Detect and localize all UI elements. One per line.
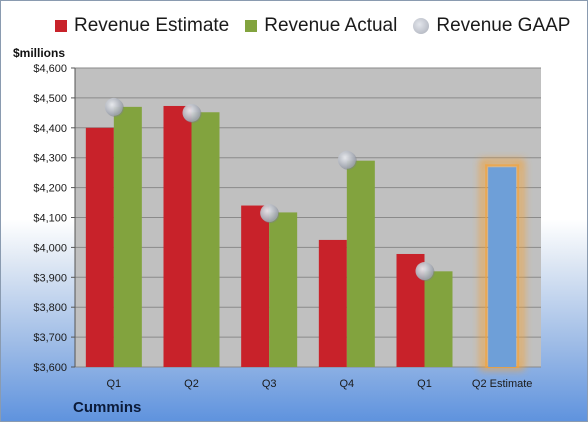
y-tick-label: $4,600: [33, 63, 67, 75]
x-tick-label: Q2: [184, 378, 199, 390]
legend-swatch-gaap: [413, 18, 430, 34]
y-tick-label: $4,500: [33, 93, 67, 105]
gaap-marker: [182, 103, 201, 122]
legend-label-actual: Revenue Actual: [264, 15, 398, 36]
y-tick-label: $4,400: [33, 123, 67, 135]
bar-revenue-actual: [269, 212, 298, 367]
y-tick-label: $3,900: [33, 272, 67, 284]
bar-revenue-estimate: [318, 239, 347, 367]
y-tick-label: $4,100: [33, 213, 67, 225]
y-tick-label: $3,600: [33, 362, 67, 374]
x-tick-label: Q4: [339, 378, 354, 390]
x-tick-label: Q1: [106, 378, 121, 390]
y-axis-unit-label: $millions: [13, 46, 66, 60]
legend-swatch-actual: [245, 20, 258, 32]
y-tick-label: $4,300: [33, 153, 67, 165]
legend-label-estimate: Revenue Estimate: [74, 15, 230, 36]
legend-item-actual: Revenue Actual: [245, 15, 397, 37]
bar-projected-estimate: [488, 167, 517, 367]
y-tick-label: $3,800: [33, 302, 67, 314]
gaap-marker: [337, 150, 356, 169]
x-tick-label: Q2 Estimate: [472, 378, 533, 390]
x-tick-label: Q3: [262, 378, 277, 390]
bar-revenue-estimate: [85, 127, 114, 367]
y-tick-label: $4,000: [33, 242, 67, 254]
gaap-marker: [415, 262, 434, 281]
bar-revenue-estimate: [163, 105, 192, 368]
gaap-marker: [260, 204, 279, 223]
y-tick-label: $3,700: [33, 332, 67, 344]
bar-revenue-actual: [113, 106, 142, 368]
bar-revenue-actual: [346, 160, 375, 367]
legend-item-gaap: Revenue GAAP: [413, 15, 570, 37]
y-tick-label: $4,200: [33, 183, 67, 195]
legend-swatch-estimate: [55, 20, 67, 32]
legend: Revenue Estimate Revenue Actual Revenue …: [55, 15, 586, 37]
company-name: Cummins: [73, 399, 142, 416]
bar-revenue-actual: [424, 271, 453, 367]
gaap-marker: [104, 97, 123, 116]
x-tick-label: Q1: [417, 378, 432, 390]
bar-revenue-actual: [191, 112, 220, 367]
legend-item-estimate: Revenue Estimate: [55, 15, 229, 37]
bar-revenue-estimate: [241, 205, 270, 367]
legend-label-gaap: Revenue GAAP: [436, 15, 571, 36]
